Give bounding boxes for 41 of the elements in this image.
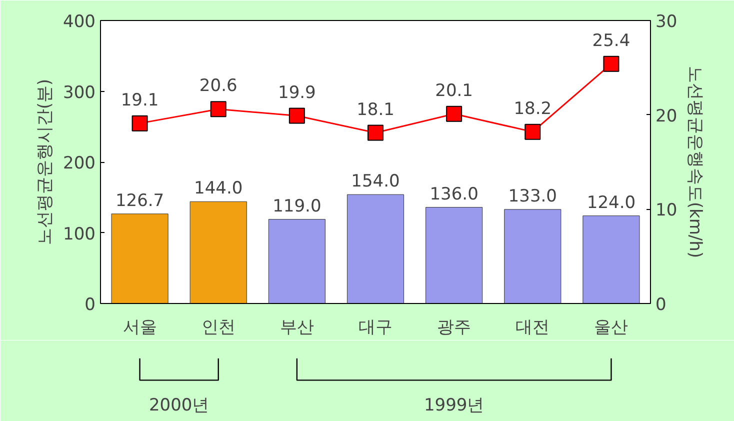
y-tick-label: 300 <box>63 82 96 103</box>
text: 2000년 <box>148 395 210 416</box>
y2-tick-label: 30 <box>656 12 678 32</box>
data-label: 144.0 <box>194 178 243 199</box>
text: 1999년 <box>424 395 484 416</box>
point <box>210 101 226 118</box>
point <box>368 124 384 141</box>
y-tick-label: 400 <box>63 12 96 32</box>
data-label: 133.0 <box>508 186 557 206</box>
x-tick-label: 인천 <box>201 318 236 338</box>
point <box>132 115 148 132</box>
point <box>446 106 462 122</box>
data-label: 119.0 <box>272 196 322 216</box>
data-label: 154.0 <box>351 172 400 192</box>
data-label: 18.1 <box>356 100 394 120</box>
data-label: 19.9 <box>278 82 316 103</box>
y2-axis-title: 노선평균운행속도(km/h) <box>685 66 706 258</box>
point <box>524 124 541 140</box>
y-axis-title: 노선평균운행시간(분) <box>35 78 56 246</box>
point <box>288 108 305 124</box>
y2-tick-label: 20 <box>656 106 678 126</box>
y-tick-label: 0 <box>84 295 96 315</box>
data-label: 18.2 <box>514 98 552 119</box>
y-tick-label: 200 <box>63 154 96 174</box>
y2-tick-label: 10 <box>656 200 678 221</box>
x-tick-label: 서울 <box>122 318 157 338</box>
data-label: 126.7 <box>115 190 164 211</box>
x-tick-label: 울산 <box>594 318 628 338</box>
data-label: 136.0 <box>430 184 478 204</box>
x-tick-label: 부산 <box>280 318 314 338</box>
x-tick-label: 광주 <box>437 318 472 338</box>
data-label: 20.6 <box>199 76 238 96</box>
y-tick-label: 100 <box>63 224 96 244</box>
x-tick-label: 대전 <box>516 318 550 338</box>
y2-tick-label: 0 <box>656 295 666 315</box>
data-label: 20.1 <box>435 80 474 101</box>
x-tick-label: 대구 <box>358 318 392 338</box>
data-label: 124.0 <box>586 192 636 213</box>
data-label: 19.1 <box>120 90 159 110</box>
point <box>603 56 620 72</box>
data-label: 25.4 <box>592 30 630 51</box>
